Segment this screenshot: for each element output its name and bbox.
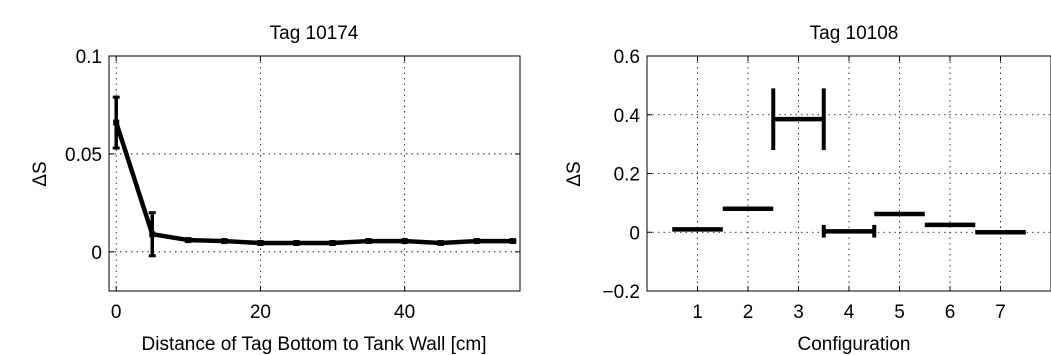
- x-tick-label: 7: [995, 302, 1006, 323]
- x-axis-label: Configuration: [797, 334, 910, 355]
- series-line: [114, 121, 513, 246]
- y-tick-label: 0: [629, 223, 640, 244]
- data-point: [365, 238, 372, 245]
- chart-distance: Tag 10174 0 20 40 0 0.05 0.1 Distance of Tag …: [30, 23, 521, 355]
- x-axis-label: Distance of Tag Bottom to Tank Wall [cm]: [142, 334, 487, 355]
- data-point: [509, 238, 516, 245]
- x-tick-label: 20: [250, 302, 271, 323]
- x-tick-label: 5: [894, 302, 905, 323]
- y-axis-label: ΔS: [30, 161, 51, 186]
- data-point: [473, 238, 480, 245]
- y-tick-label: 0.1: [76, 47, 102, 68]
- ticks: 1 2 3 4 5 6 7 −0.2 0 0.2 0.4 0.6: [602, 47, 1005, 323]
- data-point: [113, 119, 120, 126]
- data-point: [437, 240, 444, 247]
- data-point: [257, 240, 264, 247]
- chart-title: Tag 10174: [270, 23, 359, 44]
- x-tick-label: 3: [793, 302, 804, 323]
- data-point: [185, 237, 192, 244]
- y-tick-label: 0: [91, 243, 102, 264]
- plot-frame: [108, 55, 521, 292]
- x-tick-label: 6: [945, 302, 956, 323]
- series: [672, 88, 1026, 238]
- y-tick-label: 0.05: [65, 145, 102, 166]
- data-point: [293, 240, 300, 247]
- x-tick-label: 4: [844, 302, 855, 323]
- gridlines: [109, 55, 520, 291]
- y-tick-label: 0.2: [614, 165, 640, 186]
- series: [112, 95, 517, 258]
- x-tick-label: 0: [111, 302, 122, 323]
- gridlines: [647, 55, 1051, 292]
- x-tick-label: 1: [692, 302, 703, 323]
- data-point: [149, 231, 156, 238]
- x-tick-label: 2: [743, 302, 754, 323]
- chart-title: Tag 10108: [810, 23, 899, 44]
- data-point: [221, 238, 228, 245]
- y-axis-label: ΔS: [564, 161, 585, 186]
- data-point: [329, 240, 336, 247]
- ticks: 0 20 40 0 0.05 0.1: [65, 47, 520, 323]
- y-tick-label: 0.6: [614, 47, 640, 68]
- y-tick-label: −0.2: [602, 282, 640, 303]
- y-tick-label: 0.4: [614, 106, 641, 127]
- data-point: [401, 238, 408, 245]
- chart-configuration: Tag 10108 1 2 3 4 5 6 7 −0.2 0 0.2 0.4 0.6 Configur…: [564, 23, 1051, 355]
- x-tick-label: 40: [394, 302, 415, 323]
